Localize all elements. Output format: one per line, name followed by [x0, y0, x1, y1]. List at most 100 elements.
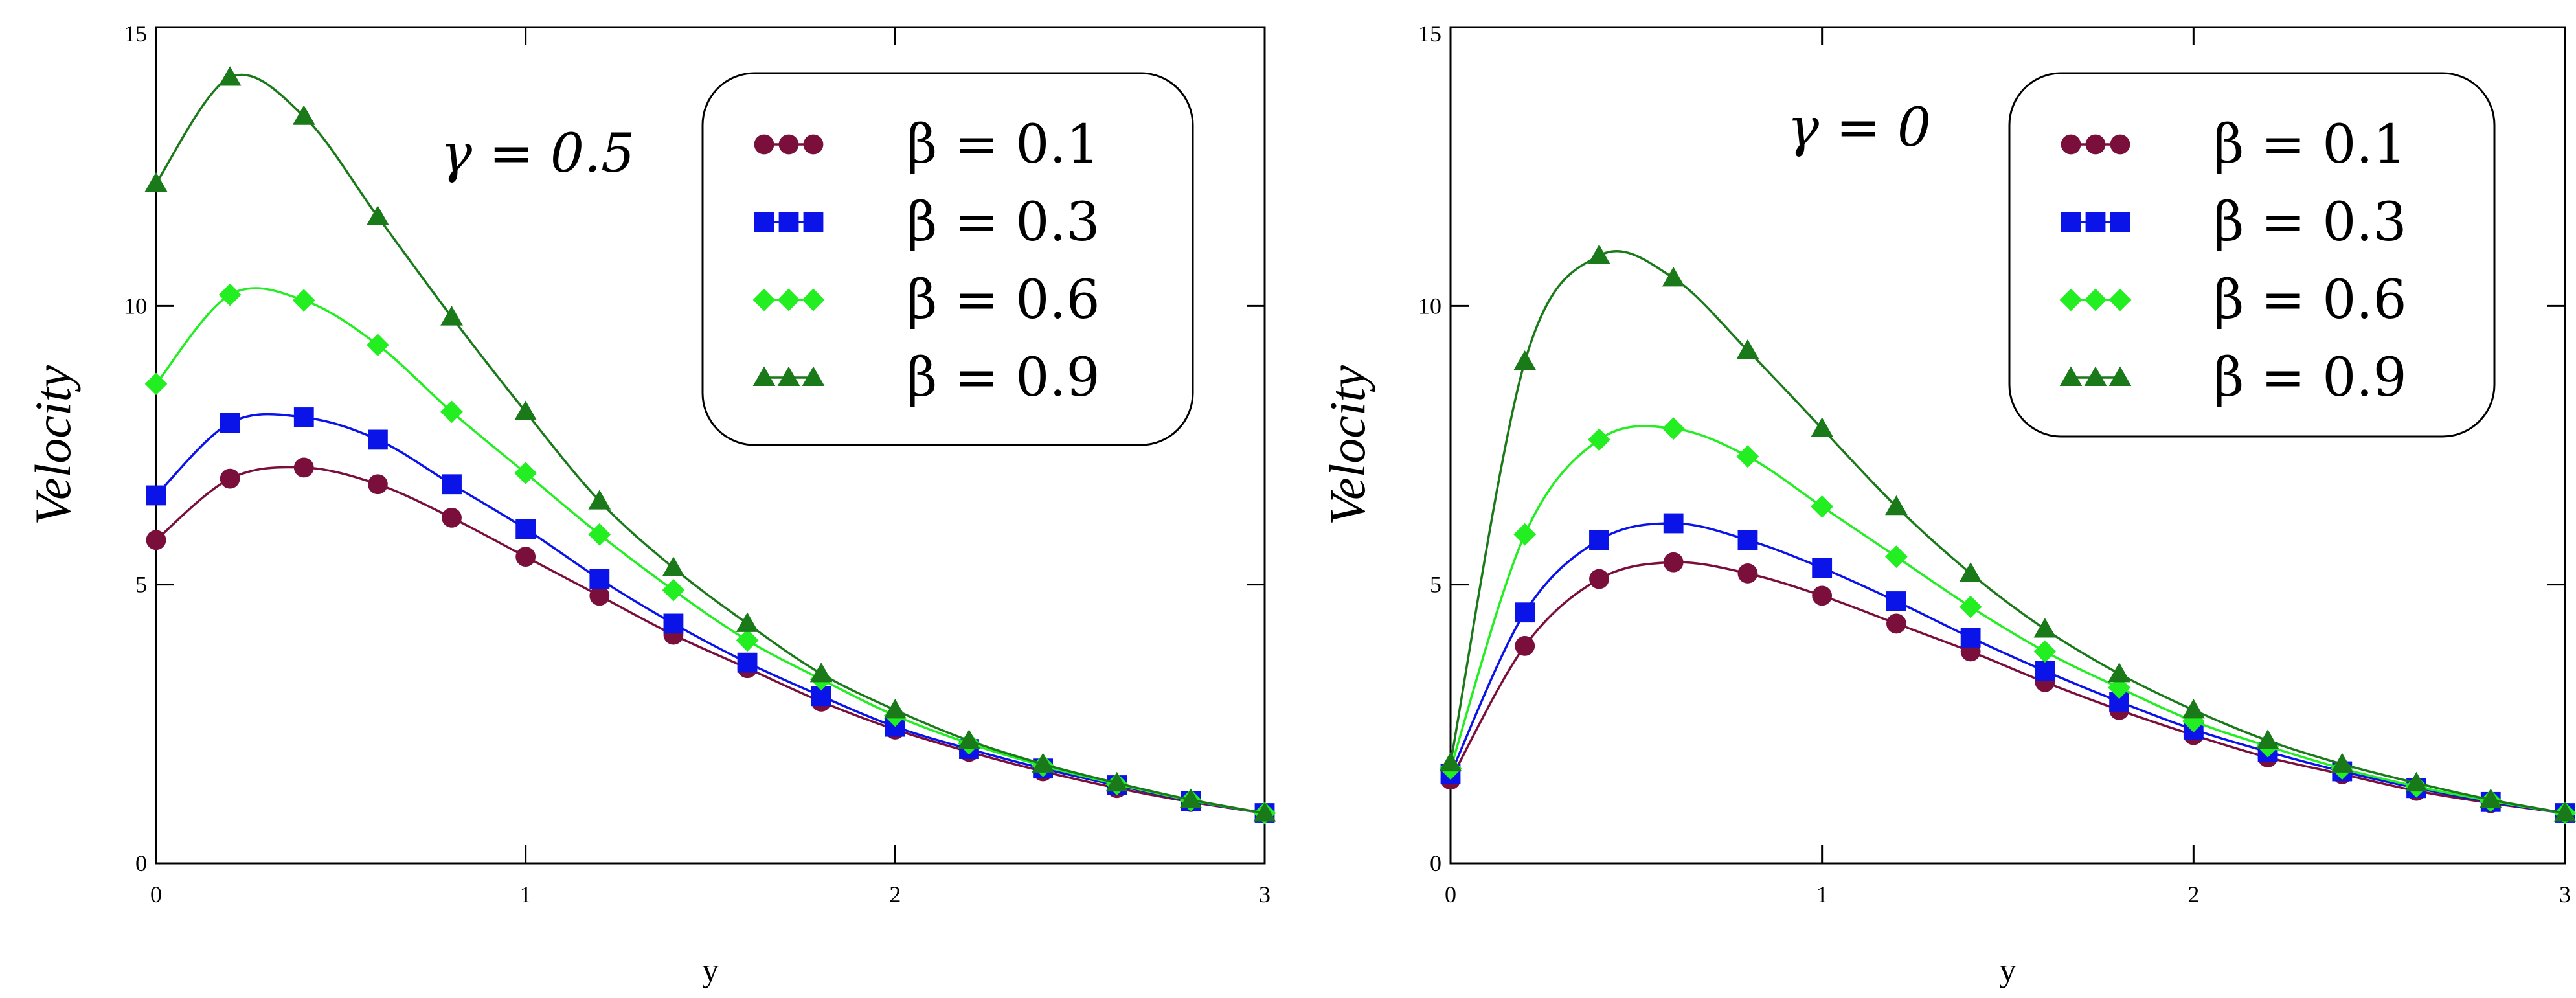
legend-marker-triangle	[2108, 366, 2132, 387]
chart-panel-gamma-0-5: 0 1 2 3 0 5 10 15 y Velocity γ = 0.5 β = 0.1 β = 0.3…	[25, 21, 1276, 989]
data-point-square	[737, 652, 758, 673]
y-tick-label: 0	[1430, 850, 1441, 876]
gamma-annotation: γ = 0	[1787, 97, 1931, 159]
data-point-triangle	[1885, 495, 1908, 516]
data-point-triangle	[736, 612, 759, 632]
data-point-diamond	[1662, 417, 1685, 440]
data-point-circle	[1886, 613, 1906, 634]
data-point-diamond	[1959, 595, 1982, 618]
x-tick-label: 1	[1816, 881, 1828, 907]
series-line-1	[155, 413, 1265, 815]
x-tick-label: 2	[889, 881, 901, 907]
data-point-diamond	[662, 578, 685, 602]
data-point-diamond	[1513, 523, 1537, 546]
x-tick-label: 2	[2187, 881, 2199, 907]
data-point-triangle	[2479, 788, 2502, 808]
x-tick-label: 0	[150, 881, 162, 907]
data-point-square	[146, 485, 166, 506]
data-point-triangle	[2331, 753, 2354, 773]
series-line-0	[1449, 561, 2566, 815]
data-point-circle	[442, 507, 462, 528]
data-point-diamond	[2033, 640, 2057, 663]
y-tick-label: 10	[124, 293, 147, 319]
series-line-2	[1449, 425, 2566, 815]
data-point-triangle	[144, 172, 168, 192]
data-point-triangle	[1513, 350, 1537, 370]
data-point-triangle	[2108, 663, 2130, 683]
data-point-diamond	[2108, 676, 2130, 699]
data-point-square	[589, 569, 610, 589]
legend-marker-triangle	[802, 366, 825, 387]
series-line-2	[155, 287, 1265, 815]
data-point-square	[1960, 628, 1981, 648]
data-point-triangle	[2553, 802, 2576, 822]
data-point-square	[1886, 591, 1906, 611]
data-point-triangle	[1439, 751, 1462, 772]
y-tick-label: 5	[1430, 572, 1441, 598]
data-point-triangle	[1662, 266, 1685, 287]
data-point-triangle	[883, 698, 907, 719]
data-point-triangle	[218, 66, 242, 86]
data-point-triangle	[1959, 562, 1982, 582]
x-tick-label: 1	[520, 881, 532, 907]
legend-entry-label: β = 0.1	[907, 114, 1100, 176]
data-point-square	[1589, 530, 1609, 550]
data-point-circle	[146, 530, 166, 550]
data-point-diamond	[1811, 495, 1834, 518]
data-point-triangle	[367, 205, 389, 225]
data-point-square	[2035, 661, 2055, 681]
data-point-diamond	[736, 629, 759, 652]
data-point-triangle	[440, 306, 463, 326]
data-point-circle	[1737, 563, 1758, 584]
legend-box	[2008, 72, 2496, 438]
data-point-circle	[220, 468, 240, 489]
plot-area-frame	[155, 26, 1266, 865]
gamma-annotation: γ = 0.5	[440, 123, 635, 185]
data-point-square	[1737, 530, 1758, 550]
data-point-triangle	[1811, 417, 1834, 437]
data-point-square	[293, 407, 314, 427]
data-point-diamond	[367, 334, 389, 356]
data-point-diamond	[292, 289, 315, 312]
data-point-triangle	[1179, 788, 1203, 808]
legend-marker-triangle	[2084, 366, 2107, 387]
data-point-triangle	[662, 556, 685, 576]
legend-entry-label: β = 0.3	[907, 192, 1100, 253]
x-axis-label: y	[2000, 952, 2017, 989]
data-point-circle	[515, 547, 536, 567]
data-point-triangle	[588, 490, 611, 510]
y-tick-label: 15	[124, 21, 147, 47]
data-point-diamond	[218, 283, 242, 306]
data-point-triangle	[292, 105, 315, 125]
data-point-square	[515, 519, 536, 539]
data-point-diamond	[514, 462, 537, 484]
data-point-triangle	[958, 729, 980, 749]
y-tick-label: 5	[135, 572, 147, 598]
plot-area-frame	[1449, 26, 2566, 865]
legend-entry-label: β = 0.1	[2213, 114, 2407, 176]
y-tick-label: 0	[135, 850, 147, 876]
legend-entry-label: β = 0.6	[2213, 269, 2407, 331]
data-point-square	[368, 429, 388, 450]
data-point-circle	[1663, 552, 1684, 573]
data-point-triangle	[2182, 698, 2205, 719]
data-point-square	[220, 413, 240, 433]
data-point-diamond	[1736, 445, 1759, 468]
legend-marker-triangle	[2059, 366, 2083, 387]
data-point-square	[442, 474, 462, 495]
data-point-circle	[589, 585, 610, 606]
y-axis-label: Velocity	[25, 365, 81, 525]
data-point-triangle	[1736, 339, 1759, 359]
data-point-diamond	[588, 523, 611, 546]
data-point-diamond	[1885, 545, 1908, 568]
legend-entry-label: β = 0.9	[907, 347, 1100, 409]
legend-entry-label: β = 0.3	[2213, 192, 2407, 253]
series-line-0	[155, 466, 1265, 815]
legend-marker-triangle	[777, 366, 800, 387]
x-tick-label: 3	[1259, 881, 1271, 907]
data-point-diamond	[1588, 428, 1610, 451]
data-point-triangle	[2256, 729, 2279, 749]
legend-entry-label: β = 0.6	[907, 269, 1100, 331]
legend-box	[701, 72, 1194, 446]
